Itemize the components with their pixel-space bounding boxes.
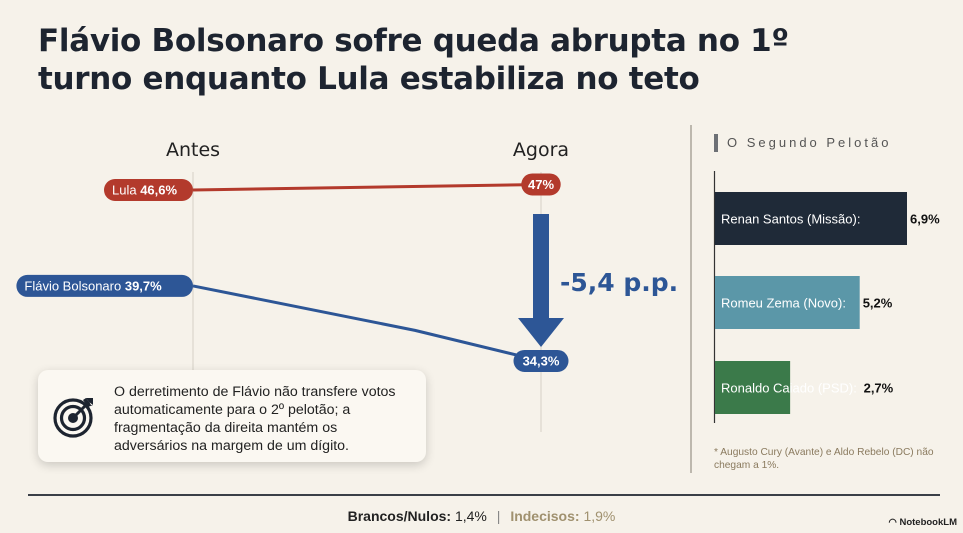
bar-label-1: Romeu Zema (Novo): [721,296,846,311]
slope-chart: Antes Agora -5,4 p.p. Lula 46,6% 47% Flávio… [16,139,678,432]
brancos-label: Brancos/Nulos: [347,508,452,524]
start-label-0: Lula 46,6% [112,183,178,198]
bar-value-1: 5,2% [863,296,893,311]
bar-1 [715,276,860,329]
indecisos-value: 1,9% [583,508,616,524]
brand-logo: ◠ NotebookLM [889,517,957,528]
drop-annotation: -5,4 p.p. [560,268,678,297]
start-value-1: 39,7% [125,278,162,293]
insight-callout: O derretimento de Flávio não transfere v… [38,370,426,462]
bar-value-0: 6,9% [910,212,940,227]
series-line-1 [192,284,542,363]
indecisos-label: Indecisos: [510,508,580,524]
series-line-0 [192,182,542,192]
footer-divider [28,494,940,496]
brancos-value: 1,4% [454,508,487,524]
footer-stats: Brancos/Nulos: 1,4% | Indecisos: 1,9% [0,508,963,524]
side-title-marker [714,134,718,152]
column-header-0: Antes [166,139,220,161]
footnote: * Augusto Cury (Avante) e Aldo Rebelo (D… [714,447,934,471]
bar-0 [715,192,907,245]
end-label-pill-1 [513,349,569,372]
bar-label-0: Renan Santos (Missão): [721,212,860,227]
end-label-pill-0 [521,173,561,196]
column-header-1: Agora [513,139,569,161]
drop-arrow-shaft [533,214,549,320]
brand-icon: ◠ [888,517,897,528]
footer-separator: | [496,508,501,524]
start-label-pill-1 [16,274,194,297]
series-name-0: Lula [112,183,140,198]
start-label-1: Flávio Bolsonaro 39,7% [24,278,162,293]
end-value-0: 47% [528,177,554,192]
series-name-1: Flávio Bolsonaro [24,278,124,293]
second-tier-bar-chart: Renan Santos (Missão): 6,9% Romeu Zema (No… [713,171,940,423]
side-chart-title: O Segundo Pelotão [727,135,892,150]
panel-divider [690,125,692,473]
bar-label-2: Ronaldo Caiado (PSD): [721,381,857,396]
brand-name: NotebookLM [899,517,957,528]
bar-value-2: 2,7% [864,381,894,396]
drop-arrow-head [518,318,564,347]
bar-2 [715,361,791,414]
target-icon [53,398,93,438]
chart-title: Flávio Bolsonaro sofre queda abrupta no … [38,23,789,97]
start-value-0: 46,6% [140,183,177,198]
start-label-pill-0 [104,179,193,201]
end-value-1: 34,3% [523,353,560,368]
callout-text: O derretimento de Flávio não transfere v… [114,384,396,454]
